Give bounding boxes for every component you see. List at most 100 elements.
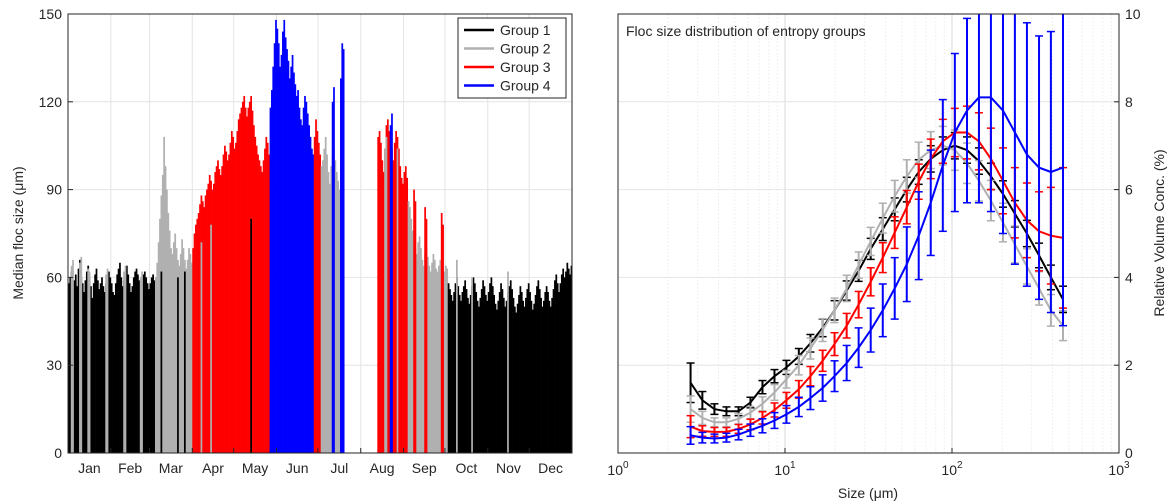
bar-seg24-day267 [436,271,439,453]
bar-seg11-day125 [240,107,243,454]
bar-seg15-day163 [293,72,295,454]
right-y-axis-ticks: 0 2 4 6 8 10 [1114,6,1141,461]
bar-seg20-day226 [380,142,382,454]
bar-seg28-day303 [486,300,489,453]
bar-seg11-day118 [230,131,233,454]
bar-seg28-day305 [489,283,491,453]
left-xtick-label-2: Mar [159,460,183,476]
bar-seg28-day294 [473,283,476,453]
bar-seg28-day319 [508,286,511,453]
bar-seg27-day271 [442,224,444,453]
bar-seg11-day105 [212,183,215,453]
bar-seg28-day279 [453,292,455,453]
bar-seg17-day190 [330,166,333,454]
bar-seg0-day59 [149,283,152,453]
bar-seg25-day251 [414,201,417,453]
bar-seg28-day362 [567,268,570,453]
bar-seg10-day84 [183,271,186,453]
bar-seg0-day19 [94,274,96,453]
bar-seg5-day40 [123,271,125,453]
bar-seg11-day133 [251,110,254,453]
bar-seg28-day280 [454,283,457,453]
bar-seg28-day309 [494,303,497,453]
bar-seg24-day246 [407,201,410,453]
bar-seg28-day328 [520,292,523,453]
bar-seg11-day92 [195,224,197,453]
bar-seg11-day94 [197,213,200,453]
bar-seg15-day165 [295,95,298,454]
bar-seg11-day111 [221,166,224,454]
bar-seg22-day233 [389,125,392,454]
bar-seg28-day287 [464,280,467,453]
bar-seg15-day174 [308,125,310,454]
right-ytick-label-0: 0 [1125,445,1133,461]
bar-seg6-day52 [139,277,142,453]
bar-seg11-day95 [199,204,201,453]
bar-seg11-day117 [229,142,232,454]
bar-seg11-day134 [253,125,255,454]
bar-seg11-day97 [201,201,204,453]
bar-seg15-day177 [312,154,315,454]
bar-seg15-day158 [286,49,288,454]
bar-seg0-day35 [116,274,119,453]
bar-seg15-day153 [279,66,281,454]
bar-seg11-day99 [204,195,207,453]
bar-seg0-day10 [81,283,84,453]
bar-seg4-day27 [105,274,108,453]
bar-seg11-day107 [215,166,218,454]
right-plot-frame [617,13,1120,454]
bar-seg28-day329 [522,300,525,453]
bar-seg11-day115 [226,160,229,454]
bar-seg0-day37 [119,262,121,453]
bar-seg24-day268 [438,265,440,453]
bar-seg11-day128 [244,107,247,454]
bar-seg11-day130 [247,107,250,454]
bar-seg24-day274 [446,268,449,453]
bar-seg2-day8 [79,262,81,453]
bar-seg0-day30 [109,277,112,453]
bar-seg28-day290 [468,303,471,453]
bar-seg28-day301 [483,286,486,453]
bar-seg28-day310 [496,309,498,453]
bar-seg28-day306 [490,277,493,453]
bar-seg20-day245 [406,177,409,454]
bar-seg26-day258 [424,207,426,453]
bar-seg28-day313 [500,283,502,453]
bar-seg28-day359 [563,277,566,453]
right-x-axis-label: Size (μm) [838,485,898,501]
right-ytick-label-2: 4 [1125,269,1133,285]
bar-seg26-day259 [425,218,428,453]
bar-seg0-day26 [103,292,106,453]
bar-seg11-day124 [239,113,241,454]
series-line-2 [690,144,1064,424]
bar-seg11-day144 [266,142,269,454]
bar-seg24-day263 [431,262,433,453]
bar-seg28-day317 [505,300,508,453]
bar-seg0-day12 [84,280,87,453]
bar-seg28-day300 [482,280,484,453]
bar-seg28-day299 [480,289,483,453]
bar-seg31-day318 [507,271,509,453]
left-xtick-label-10: Nov [496,460,521,476]
bar-seg18-day191 [331,101,334,454]
bar-seg20-day231 [386,119,389,454]
bar-seg28-day350 [551,297,554,453]
bar-seg17-day196 [338,189,341,453]
right-xtick-label-3: 103 [1108,460,1130,478]
bar-seg7-day83 [182,248,185,453]
left-plot-frame [67,13,573,454]
bar-seg17-day187 [326,154,328,454]
bar-seg15-day156 [283,19,286,453]
bar-seg17-day184 [322,160,324,454]
bar-seg7-day66 [159,218,161,453]
left-xtick-label-11: Dec [538,460,563,476]
bar-seg20-day225 [378,131,381,454]
bar-seg11-day120 [233,148,236,454]
bar-seg7-day65 [157,242,160,453]
bar-seg11-day135 [254,136,257,454]
bar-seg28-day285 [461,292,464,453]
bar-seg7-day85 [185,268,188,453]
bar-seg28-day284 [460,300,462,453]
bar-seg11-day145 [268,154,270,454]
